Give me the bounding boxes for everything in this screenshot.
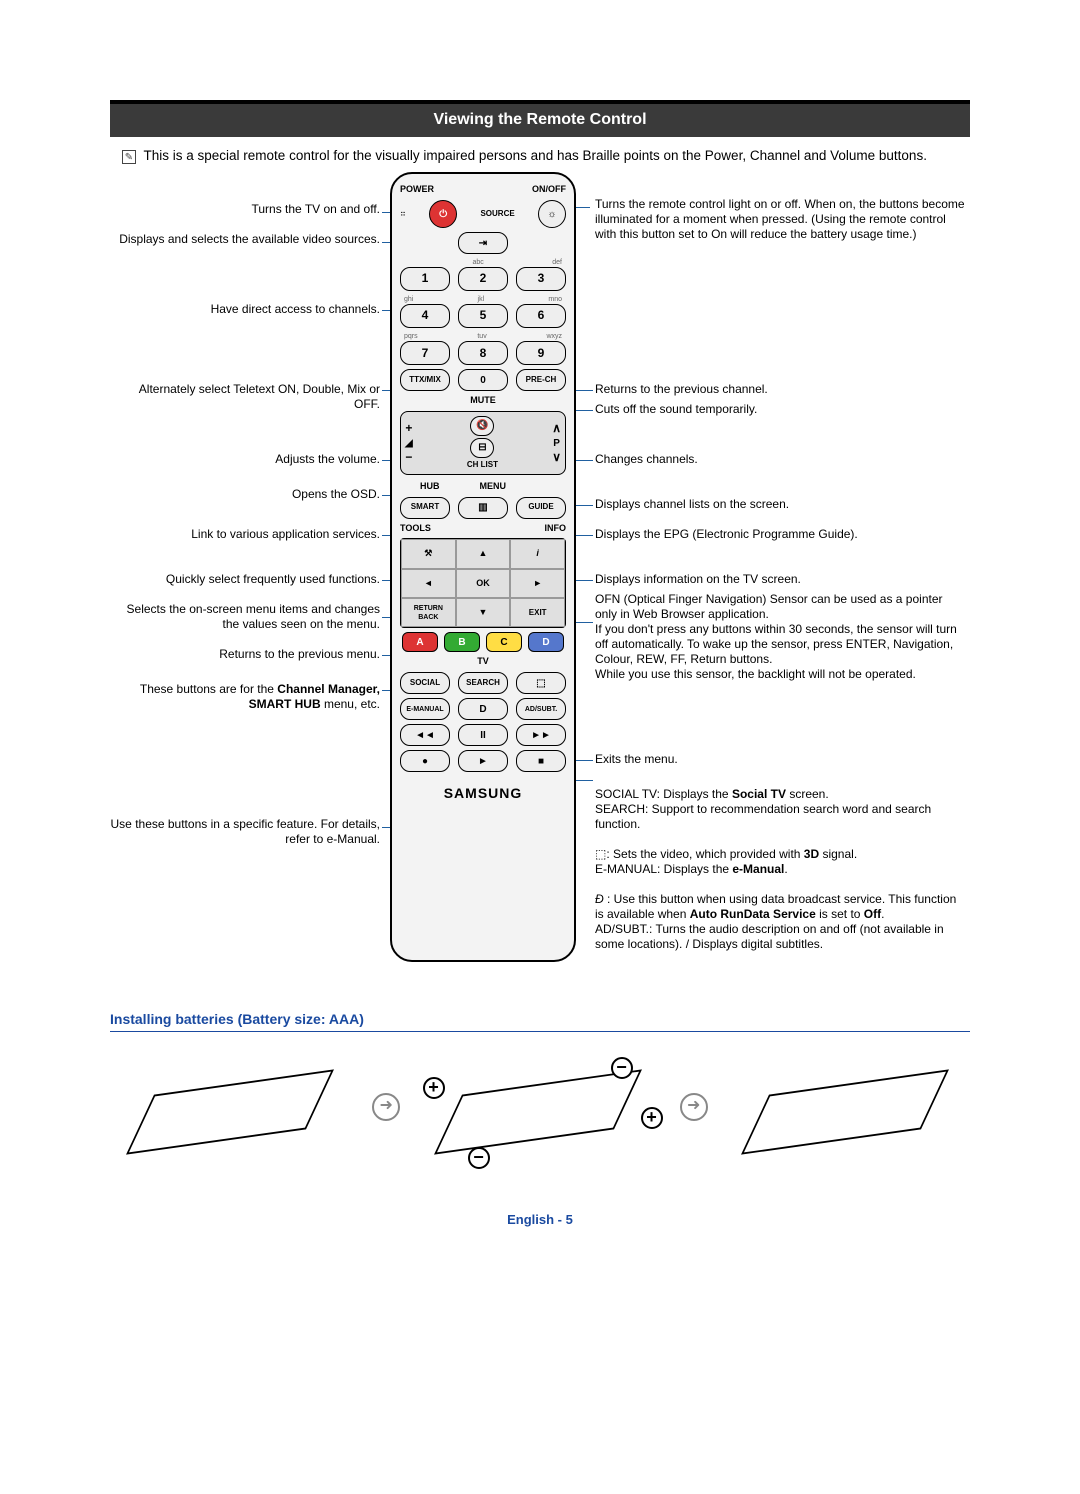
- key-2[interactable]: 2: [458, 267, 508, 291]
- return-button[interactable]: RETURNBACK: [401, 598, 456, 627]
- intro-text: This is a special remote control for the…: [144, 148, 927, 163]
- info-label: INFO: [545, 523, 567, 535]
- key-5[interactable]: 5: [458, 304, 508, 328]
- key-6[interactable]: 6: [516, 304, 566, 328]
- tv-label: TV: [477, 656, 489, 668]
- callout-r8: OFN (Optical Finger Navigation) Sensor c…: [595, 592, 965, 682]
- 3d-button[interactable]: ⬚: [516, 672, 566, 694]
- remote-control: POWER ON/OFF ⠶ ⏻ SOURCE ☼ ⇥ abcdef 1 2 3…: [390, 172, 576, 962]
- adsubt-button[interactable]: AD/SUBT.: [516, 698, 566, 720]
- callout-r10: SOCIAL TV: Displays the Social TV screen…: [595, 772, 965, 952]
- callout-l2: Displays and selects the available video…: [110, 232, 380, 247]
- callout-l9: Selects the on-screen menu items and cha…: [110, 602, 380, 632]
- key-8[interactable]: 8: [458, 341, 508, 365]
- nav-left[interactable]: ◄: [401, 569, 456, 598]
- key-7[interactable]: 7: [400, 341, 450, 365]
- rewind-button[interactable]: ◄◄: [400, 724, 450, 746]
- battery-step-3: [725, 1047, 970, 1167]
- battery-diagram-row: ➜ + − − + ➜: [110, 1042, 970, 1172]
- social-button[interactable]: SOCIAL: [400, 672, 450, 694]
- green-button[interactable]: B: [444, 632, 480, 652]
- callout-l4: Alternately select Teletext ON, Double, …: [110, 382, 380, 412]
- forward-button[interactable]: ►►: [516, 724, 566, 746]
- mute-label: MUTE: [470, 395, 496, 407]
- batteries-heading: Installing batteries (Battery size: AAA): [110, 1010, 970, 1031]
- arrow-icon: ➜: [680, 1093, 708, 1121]
- callout-l6: Opens the OSD.: [110, 487, 380, 502]
- search-button[interactable]: SEARCH: [458, 672, 508, 694]
- battery-step-1: [110, 1047, 355, 1167]
- callout-l11: These buttons are for the Channel Manage…: [110, 682, 380, 712]
- menu-button[interactable]: ▥: [458, 497, 508, 519]
- intro-note: ✎ This is a special remote control for t…: [122, 147, 970, 165]
- callout-r9: Exits the menu.: [595, 752, 965, 767]
- section-title: Viewing the Remote Control: [110, 100, 970, 137]
- key-3[interactable]: 3: [516, 267, 566, 291]
- mute-button[interactable]: 🔇: [470, 416, 494, 436]
- key-9[interactable]: 9: [516, 341, 566, 365]
- callout-l7: Link to various application services.: [110, 527, 380, 542]
- exit-button[interactable]: EXIT: [510, 598, 565, 627]
- colour-buttons: A B C D: [402, 632, 564, 652]
- nav-right[interactable]: ►: [510, 569, 565, 598]
- key-0[interactable]: 0: [458, 369, 508, 391]
- onoff-label: ON/OFF: [532, 184, 566, 196]
- key-4[interactable]: 4: [400, 304, 450, 328]
- ok-button[interactable]: OK: [456, 569, 511, 598]
- callout-r4: Changes channels.: [595, 452, 965, 467]
- light-button[interactable]: ☼: [538, 200, 566, 228]
- data-button[interactable]: D: [458, 698, 508, 720]
- callout-l5: Adjusts the volume.: [110, 452, 380, 467]
- nav-up[interactable]: ▲: [456, 539, 511, 568]
- nav-down[interactable]: ▼: [456, 598, 511, 627]
- callout-r3: Cuts off the sound temporarily.: [595, 402, 965, 417]
- channel-rocker[interactable]: ∧P∨: [552, 421, 561, 465]
- menu-label: MENU: [480, 481, 507, 493]
- emanual-button[interactable]: E-MANUAL: [400, 698, 450, 720]
- power-label: POWER: [400, 184, 434, 196]
- ttx-button[interactable]: TTX/MIX: [400, 369, 450, 391]
- remote-diagram: Turns the TV on and off. Displays and se…: [110, 172, 970, 982]
- callout-l12: Use these buttons in a specific feature.…: [110, 817, 380, 847]
- record-button[interactable]: ●: [400, 750, 450, 772]
- prech-button[interactable]: PRE-CH: [516, 369, 566, 391]
- battery-step-2: + − − +: [418, 1047, 663, 1167]
- vol-ch-block: +◢− 🔇 ⊟ CH LIST ∧P∨: [400, 411, 566, 475]
- pause-button[interactable]: II: [458, 724, 508, 746]
- callout-r7: Displays information on the TV screen.: [595, 572, 965, 587]
- callout-l3: Have direct access to channels.: [110, 302, 380, 317]
- red-button[interactable]: A: [402, 632, 438, 652]
- power-button[interactable]: ⏻: [429, 200, 457, 228]
- tools-label: TOOLS: [400, 523, 431, 535]
- blue-button[interactable]: D: [528, 632, 564, 652]
- yellow-button[interactable]: C: [486, 632, 522, 652]
- hub-label: HUB: [420, 481, 440, 493]
- play-button[interactable]: ►: [458, 750, 508, 772]
- source-label: SOURCE: [480, 209, 514, 219]
- smart-button[interactable]: SMART: [400, 497, 450, 519]
- source-button[interactable]: ⇥: [458, 232, 508, 254]
- callout-r1: Turns the remote control light on or off…: [595, 197, 965, 242]
- callout-r2: Returns to the previous channel.: [595, 382, 965, 397]
- callout-l10: Returns to the previous menu.: [110, 647, 380, 662]
- guide-button[interactable]: GUIDE: [516, 497, 566, 519]
- page-footer: English - 5: [110, 1212, 970, 1229]
- brand-logo: SAMSUNG: [400, 784, 566, 802]
- info-button[interactable]: i: [510, 539, 565, 568]
- note-icon: ✎: [122, 150, 136, 164]
- callout-r6: Displays the EPG (Electronic Programme G…: [595, 527, 965, 542]
- callout-l8: Quickly select frequently used functions…: [110, 572, 380, 587]
- key-1[interactable]: 1: [400, 267, 450, 291]
- stop-button[interactable]: ■: [516, 750, 566, 772]
- arrow-icon: ➜: [372, 1093, 400, 1121]
- tools-button[interactable]: ⚒: [401, 539, 456, 568]
- callout-r5: Displays channel lists on the screen.: [595, 497, 965, 512]
- chlist-label: CH LIST: [467, 460, 498, 470]
- braille-dots: ⠶: [400, 209, 406, 219]
- osd-button[interactable]: ⊟: [470, 438, 494, 458]
- volume-rocker[interactable]: +◢−: [405, 421, 413, 465]
- callout-l1: Turns the TV on and off.: [110, 202, 380, 217]
- nav-pad: ⚒ ▲ i ◄ OK ► RETURNBACK ▼ EXIT: [400, 538, 566, 628]
